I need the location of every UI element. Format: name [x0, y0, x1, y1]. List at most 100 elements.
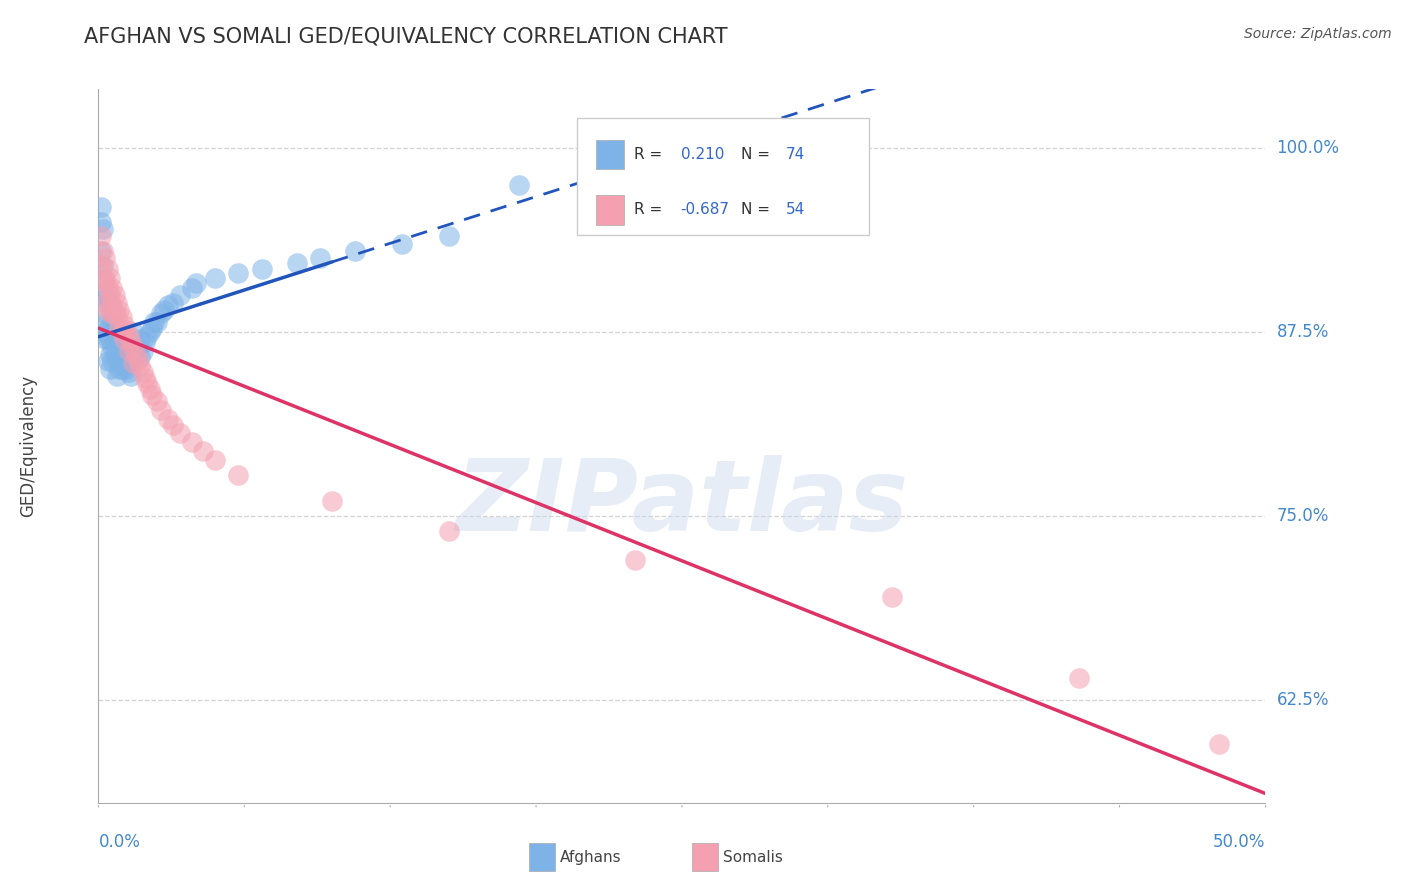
- Point: [98, 295, 121, 310]
- Point: [204, 453, 226, 467]
- Point: [101, 354, 124, 368]
- Point: [115, 361, 138, 376]
- Point: [111, 325, 134, 339]
- Point: [101, 310, 124, 325]
- Point: [136, 329, 159, 343]
- Point: [1067, 671, 1090, 685]
- Point: [169, 288, 191, 302]
- Text: -0.687: -0.687: [681, 202, 730, 218]
- Text: ZIPatlas: ZIPatlas: [456, 455, 908, 551]
- Text: 62.5%: 62.5%: [1277, 690, 1329, 709]
- Text: Somalis: Somalis: [723, 849, 783, 864]
- Point: [309, 252, 332, 266]
- Point: [437, 524, 460, 538]
- Point: [193, 444, 215, 458]
- Point: [90, 200, 112, 214]
- Point: [101, 325, 124, 339]
- Point: [98, 270, 121, 285]
- Text: 75.0%: 75.0%: [1277, 507, 1329, 524]
- Point: [118, 365, 141, 379]
- Point: [104, 347, 127, 361]
- Point: [125, 344, 148, 359]
- Point: [162, 295, 184, 310]
- Point: [91, 288, 114, 302]
- Point: [90, 229, 112, 244]
- Point: [111, 347, 134, 361]
- Point: [139, 382, 162, 396]
- Point: [112, 332, 135, 346]
- Text: 0.210: 0.210: [681, 147, 724, 162]
- Point: [624, 553, 647, 567]
- Point: [146, 315, 169, 329]
- Point: [98, 361, 121, 376]
- Point: [97, 261, 120, 276]
- Point: [180, 435, 202, 450]
- Point: [157, 411, 180, 425]
- Point: [1208, 737, 1230, 751]
- Point: [122, 325, 145, 339]
- Point: [186, 277, 208, 291]
- Point: [101, 340, 124, 354]
- Point: [134, 335, 156, 350]
- Text: GED/Equivalency: GED/Equivalency: [20, 375, 38, 517]
- Point: [344, 244, 367, 258]
- Text: 74: 74: [786, 147, 806, 162]
- Point: [105, 325, 128, 339]
- Point: [112, 318, 135, 332]
- Point: [180, 281, 202, 295]
- Point: [120, 335, 142, 350]
- Point: [111, 361, 134, 376]
- Point: [111, 332, 134, 346]
- Point: [162, 417, 184, 432]
- Text: Afghans: Afghans: [560, 849, 621, 864]
- Text: 50.0%: 50.0%: [1213, 833, 1265, 851]
- Point: [122, 341, 145, 355]
- Point: [228, 266, 250, 280]
- Point: [105, 369, 128, 384]
- Point: [90, 214, 112, 228]
- Point: [204, 270, 226, 285]
- Text: R =: R =: [634, 202, 668, 218]
- Point: [141, 388, 163, 402]
- Point: [122, 356, 145, 370]
- Point: [508, 178, 530, 192]
- Point: [94, 273, 117, 287]
- Point: [98, 332, 121, 346]
- Point: [150, 306, 173, 320]
- Point: [108, 347, 131, 361]
- FancyBboxPatch shape: [529, 843, 555, 871]
- Point: [90, 259, 112, 273]
- Point: [94, 252, 117, 266]
- Point: [120, 354, 142, 368]
- Point: [97, 332, 120, 346]
- Point: [118, 344, 141, 359]
- Point: [94, 325, 117, 339]
- Point: [98, 306, 121, 320]
- Point: [97, 310, 120, 325]
- Point: [136, 376, 159, 391]
- Point: [141, 320, 163, 334]
- Point: [97, 354, 120, 368]
- Point: [98, 288, 121, 302]
- Point: [146, 394, 169, 409]
- Point: [101, 298, 124, 312]
- FancyBboxPatch shape: [596, 139, 624, 169]
- FancyBboxPatch shape: [596, 194, 624, 225]
- Point: [118, 329, 141, 343]
- Point: [129, 350, 152, 364]
- Point: [104, 318, 127, 332]
- Point: [139, 325, 162, 339]
- Point: [105, 295, 128, 310]
- Point: [101, 281, 124, 295]
- Text: N =: N =: [741, 147, 775, 162]
- Point: [105, 354, 128, 368]
- Point: [105, 310, 128, 325]
- Point: [122, 354, 145, 368]
- Point: [228, 467, 250, 482]
- Point: [169, 426, 191, 441]
- Point: [108, 302, 131, 317]
- Point: [127, 353, 149, 368]
- Point: [880, 590, 903, 604]
- Point: [437, 229, 460, 244]
- Point: [132, 344, 155, 359]
